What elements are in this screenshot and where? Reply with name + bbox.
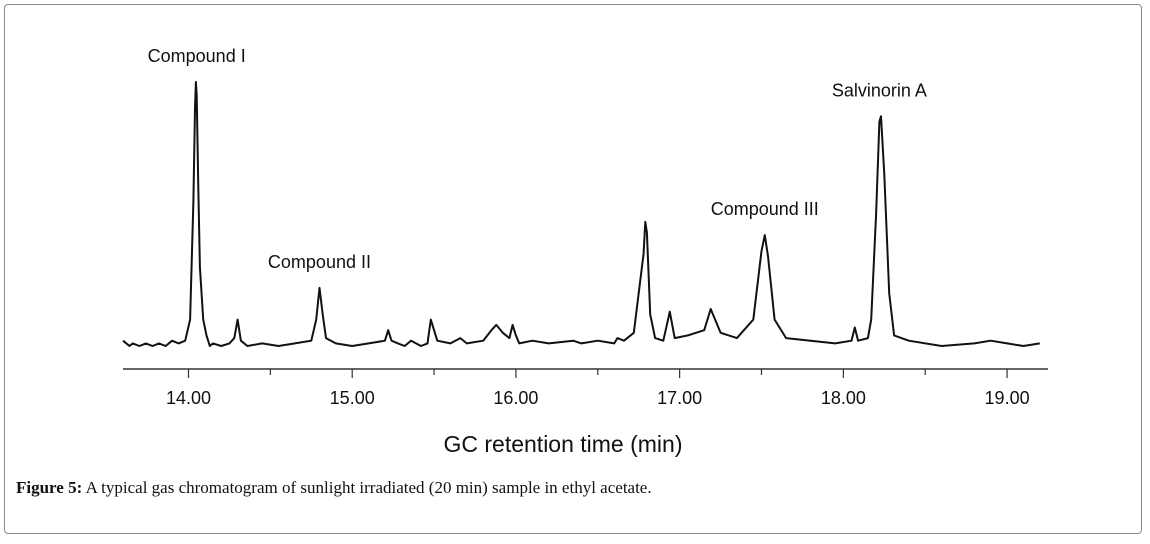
x-tick-label: 16.00 bbox=[493, 388, 538, 408]
peak-label: Compound I bbox=[148, 46, 246, 66]
x-tick-label: 19.00 bbox=[985, 388, 1030, 408]
x-tick-label: 15.00 bbox=[330, 388, 375, 408]
chromatogram-trace bbox=[122, 81, 1040, 347]
peak-label: Compound II bbox=[268, 252, 371, 272]
x-tick-label: 18.00 bbox=[821, 388, 866, 408]
peak-labels: Compound I Compound II Compound III Salvino… bbox=[148, 46, 927, 272]
peak-label: Compound III bbox=[711, 199, 819, 219]
figure-caption: Figure 5: A typical gas chromatogram of … bbox=[16, 478, 1126, 498]
x-tick-label: 14.00 bbox=[166, 388, 211, 408]
figure-number: Figure 5: bbox=[16, 478, 83, 497]
x-axis-title: GC retention time (min) bbox=[443, 431, 682, 457]
x-axis-ticks: 14.00 15.00 16.00 17.00 18.00 19.00 bbox=[166, 369, 1030, 408]
plot-area bbox=[122, 81, 1040, 347]
peak-label: Salvinorin A bbox=[832, 80, 927, 100]
x-tick-label: 17.00 bbox=[657, 388, 702, 408]
figure-frame bbox=[4, 4, 1142, 534]
figure-caption-text: A typical gas chromatogram of sunlight i… bbox=[85, 478, 652, 497]
